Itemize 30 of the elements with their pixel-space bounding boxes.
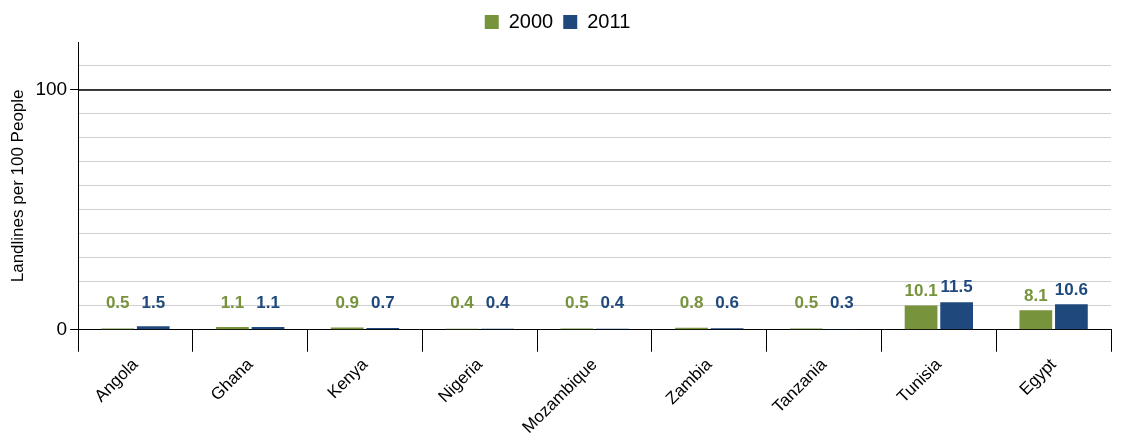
bar: [251, 327, 285, 330]
bar: [1019, 310, 1053, 330]
data-label: 0.7: [370, 292, 395, 312]
bar: [1055, 304, 1088, 330]
data-label: 0.5: [794, 292, 819, 312]
data-label: 10.6: [1054, 279, 1088, 299]
data-label: 0.3: [830, 292, 854, 312]
data-label: 8.1: [1024, 285, 1048, 305]
data-label: 0.9: [335, 292, 360, 312]
data-label: 0.4: [600, 292, 625, 312]
y-axis-title: Landlines per 100 People: [7, 89, 27, 283]
data-label: 1.5: [141, 292, 166, 312]
y-tick-label: 100: [35, 78, 68, 100]
data-label: 10.1: [904, 280, 938, 300]
data-label: 0.5: [564, 292, 589, 312]
legend-label: 2000: [508, 9, 554, 32]
data-label: 0.4: [450, 292, 475, 312]
data-label: 0.5: [105, 292, 130, 312]
bar: [136, 326, 170, 330]
data-label: 11.5: [940, 277, 973, 297]
y-tick-label: 0: [56, 317, 68, 339]
bar: [940, 302, 974, 330]
legend-label: 2011: [587, 9, 631, 32]
data-label: 1.1: [220, 292, 245, 312]
data-label: 0.6: [715, 292, 739, 312]
bar: [216, 327, 249, 330]
bar: [904, 305, 938, 330]
data-label: 1.1: [256, 292, 280, 312]
data-label: 0.4: [485, 292, 510, 312]
data-label: 0.8: [679, 292, 704, 312]
